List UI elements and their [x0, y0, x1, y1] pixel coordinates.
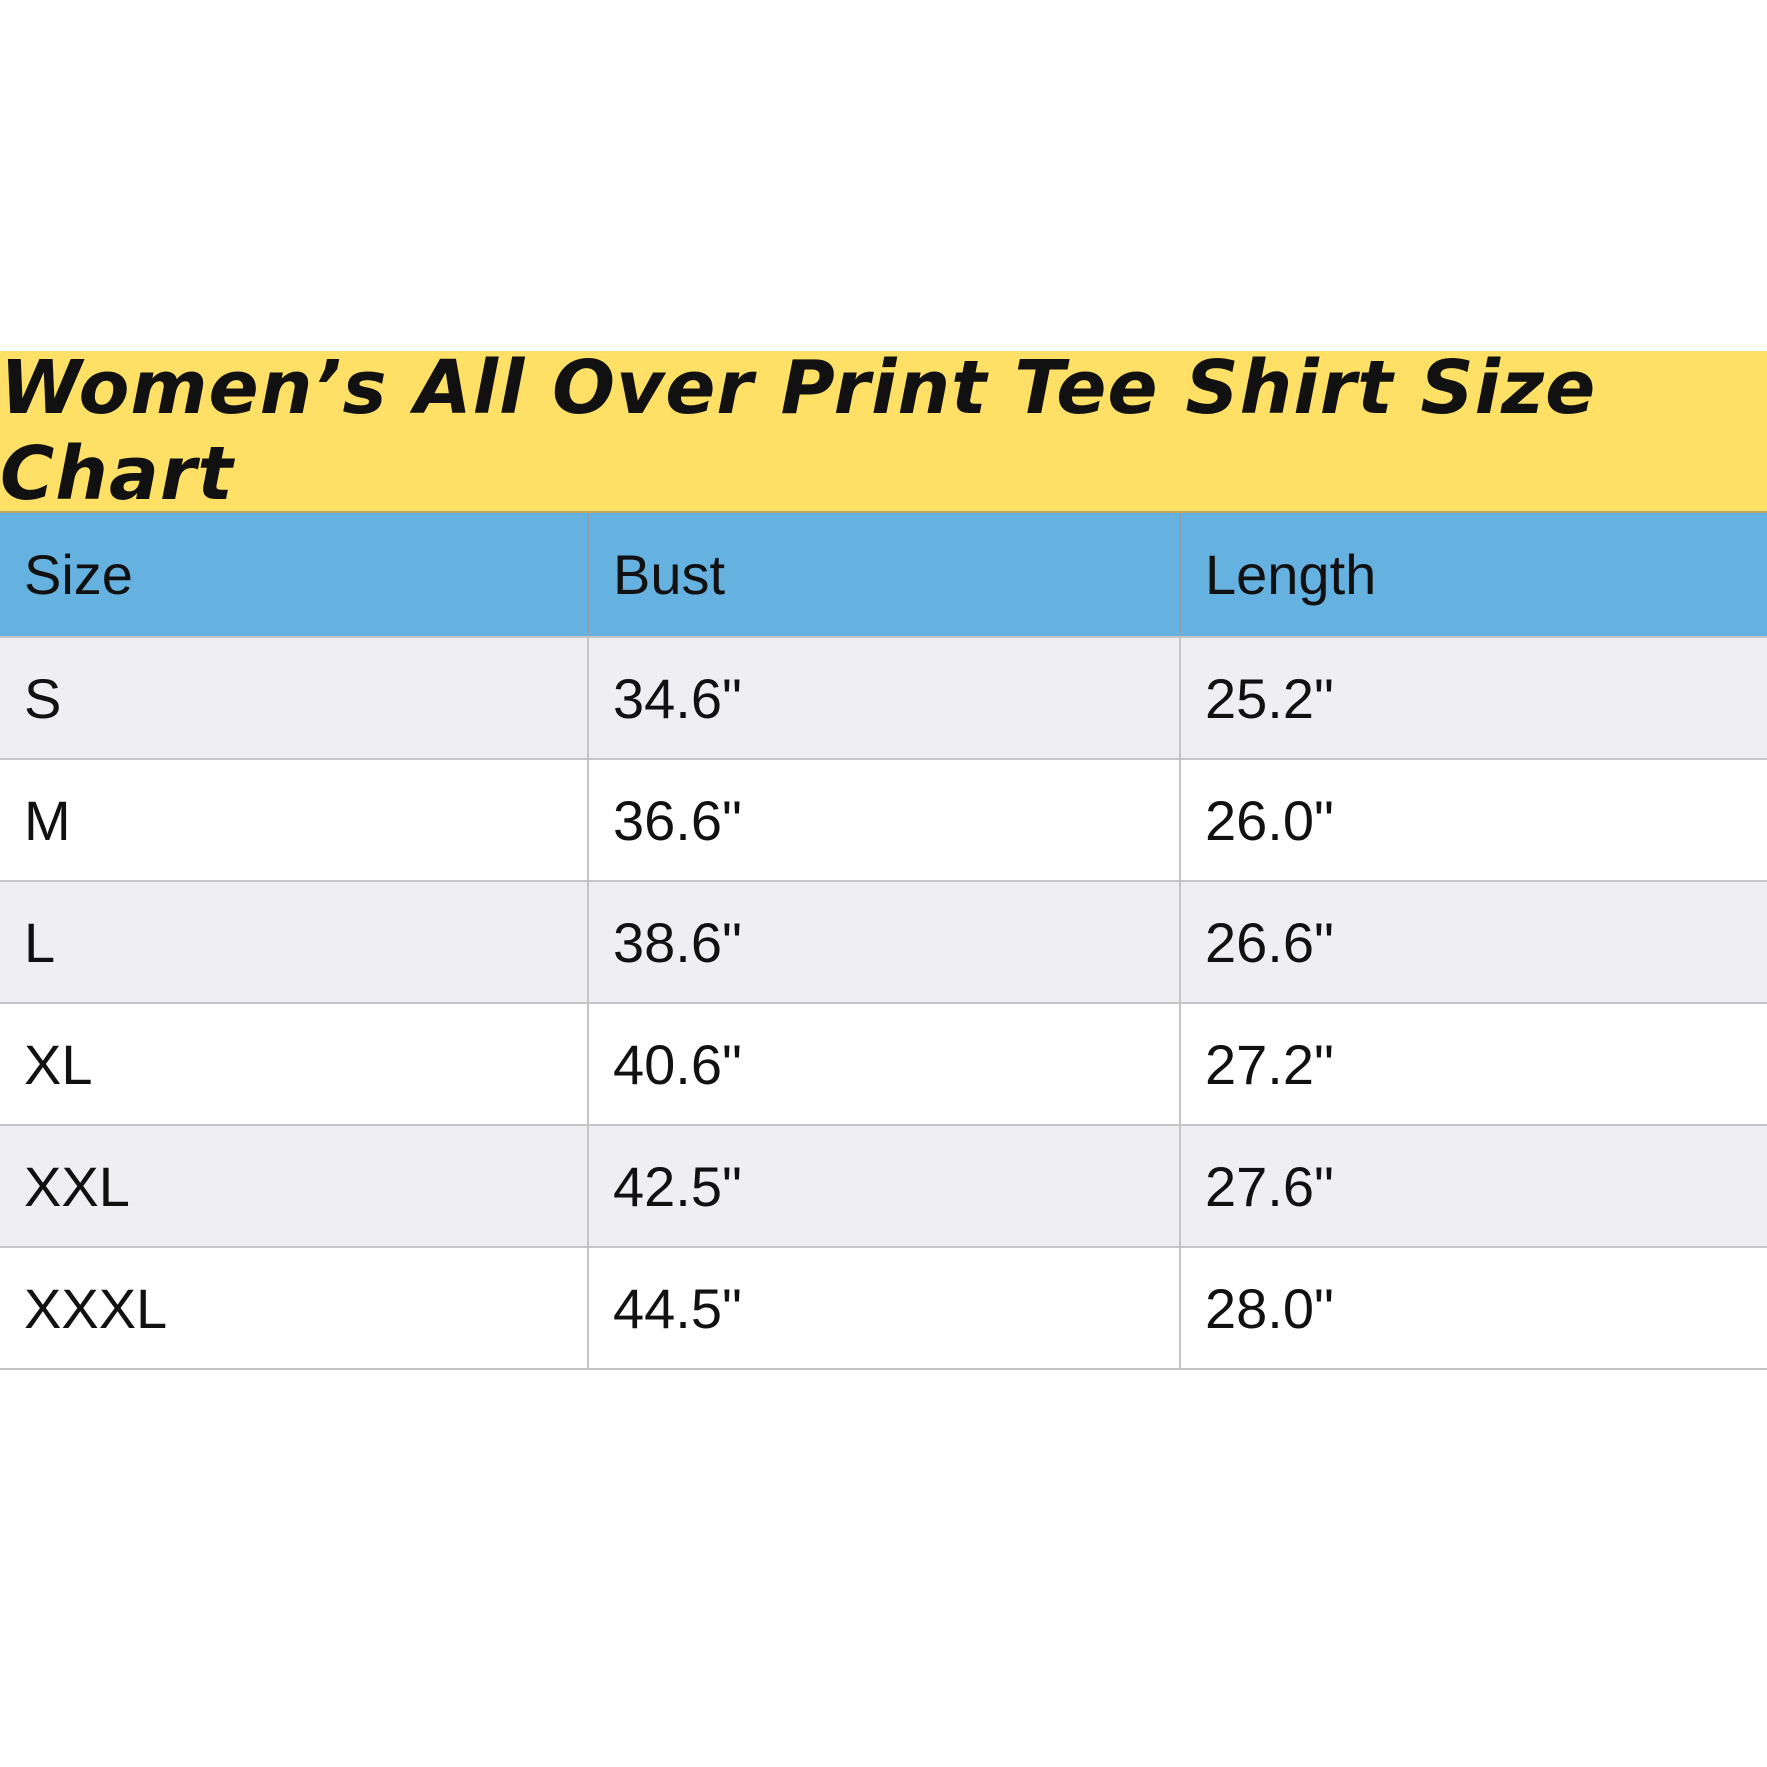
cell-bust: 34.6" — [587, 637, 1180, 760]
cell-length: 27.6" — [1179, 1125, 1767, 1248]
table-row: XXXL 44.5" 28.0" — [0, 1247, 1767, 1370]
cell-size: S — [0, 637, 588, 760]
table-row: L 38.6" 26.6" — [0, 881, 1767, 1004]
table-row: M 36.6" 26.0" — [0, 759, 1767, 882]
cell-length: 26.0" — [1179, 759, 1767, 882]
cell-bust: 38.6" — [587, 881, 1180, 1004]
header-length: Length — [1179, 513, 1767, 638]
header-size: Size — [0, 513, 588, 638]
chart-title: Women’s All Over Print Tee Shirt Size Ch… — [0, 345, 1767, 517]
cell-size: XXL — [0, 1125, 588, 1248]
cell-size: XL — [0, 1003, 588, 1126]
cell-bust: 44.5" — [587, 1247, 1180, 1370]
table-row: XL 40.6" 27.2" — [0, 1003, 1767, 1126]
cell-bust: 40.6" — [587, 1003, 1180, 1126]
header-row: Size Bust Length — [0, 513, 1767, 638]
table-row: S 34.6" 25.2" — [0, 637, 1767, 760]
header-bust: Bust — [587, 513, 1180, 638]
table-row: XXL 42.5" 27.6" — [0, 1125, 1767, 1248]
cell-bust: 42.5" — [587, 1125, 1180, 1248]
cell-length: 27.2" — [1179, 1003, 1767, 1126]
cell-bust: 36.6" — [587, 759, 1180, 882]
cell-length: 28.0" — [1179, 1247, 1767, 1370]
cell-size: M — [0, 759, 588, 882]
cell-size: XXXL — [0, 1247, 588, 1370]
size-table: Size Bust Length S 34.6" 25.2" M 36.6" 2… — [0, 513, 1767, 1370]
cell-length: 26.6" — [1179, 881, 1767, 1004]
cell-size: L — [0, 881, 588, 1004]
cell-length: 25.2" — [1179, 637, 1767, 760]
